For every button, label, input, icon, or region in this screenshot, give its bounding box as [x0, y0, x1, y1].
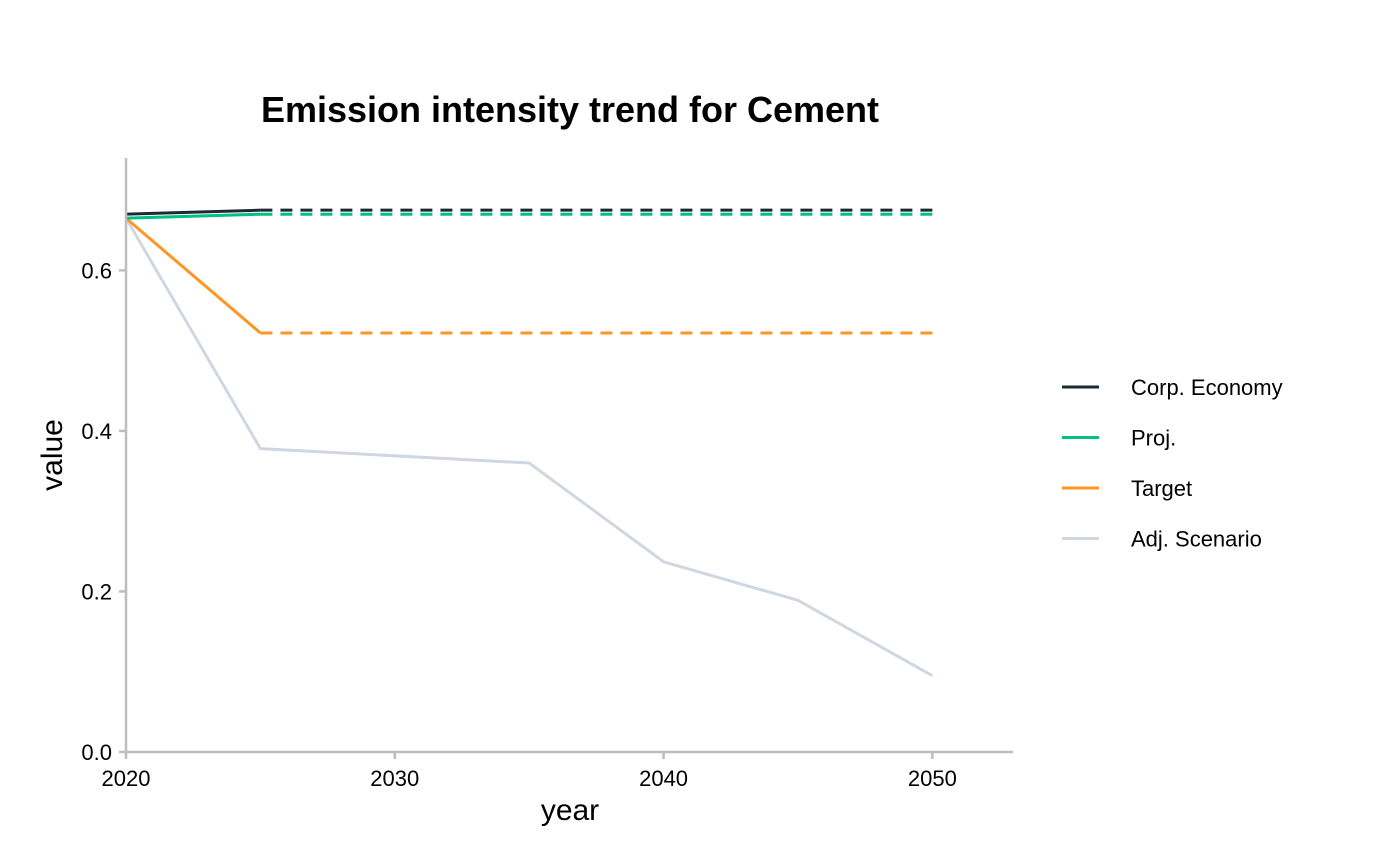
legend-item-proj: Proj. [1062, 426, 1176, 451]
y-axis-title: value [36, 419, 69, 491]
legend-item-target: Target [1062, 476, 1192, 501]
x-tick-label: 2040 [639, 766, 688, 791]
plot-area: 2020 2030 2040 2050 0.0 0.2 0.4 0.6 [81, 158, 1013, 791]
legend-label: Corp. Economy [1131, 375, 1283, 400]
series-line-proj [125, 212, 261, 220]
legend-label: Target [1131, 476, 1192, 501]
x-tick-label: 2050 [908, 766, 957, 791]
y-tick-label: 0.6 [81, 258, 112, 283]
y-axis-ticks: 0.0 0.2 0.4 0.6 [81, 258, 126, 765]
y-tick-label: 0.0 [81, 740, 112, 765]
x-axis-ticks: 2020 2030 2040 2050 [102, 752, 957, 791]
y-tick-label: 0.2 [81, 579, 112, 604]
x-axis-title: year [541, 794, 599, 827]
legend: Corp. Economy Proj. Target Adj. Scenario [1062, 375, 1283, 552]
x-tick-label: 2030 [370, 766, 419, 791]
series-line-target [125, 217, 262, 335]
y-tick-label: 0.4 [81, 419, 112, 444]
legend-item-corp-economy: Corp. Economy [1062, 375, 1283, 400]
series-line-adj-scenario [124, 217, 934, 678]
legend-label: Adj. Scenario [1131, 527, 1262, 552]
legend-item-adj-scenario: Adj. Scenario [1062, 527, 1262, 552]
series-layer [124, 208, 934, 678]
legend-label: Proj. [1131, 426, 1176, 451]
chart-title: Emission intensity trend for Cement [261, 89, 879, 130]
series-line-corp-economy [125, 208, 261, 216]
x-tick-label: 2020 [102, 766, 151, 791]
